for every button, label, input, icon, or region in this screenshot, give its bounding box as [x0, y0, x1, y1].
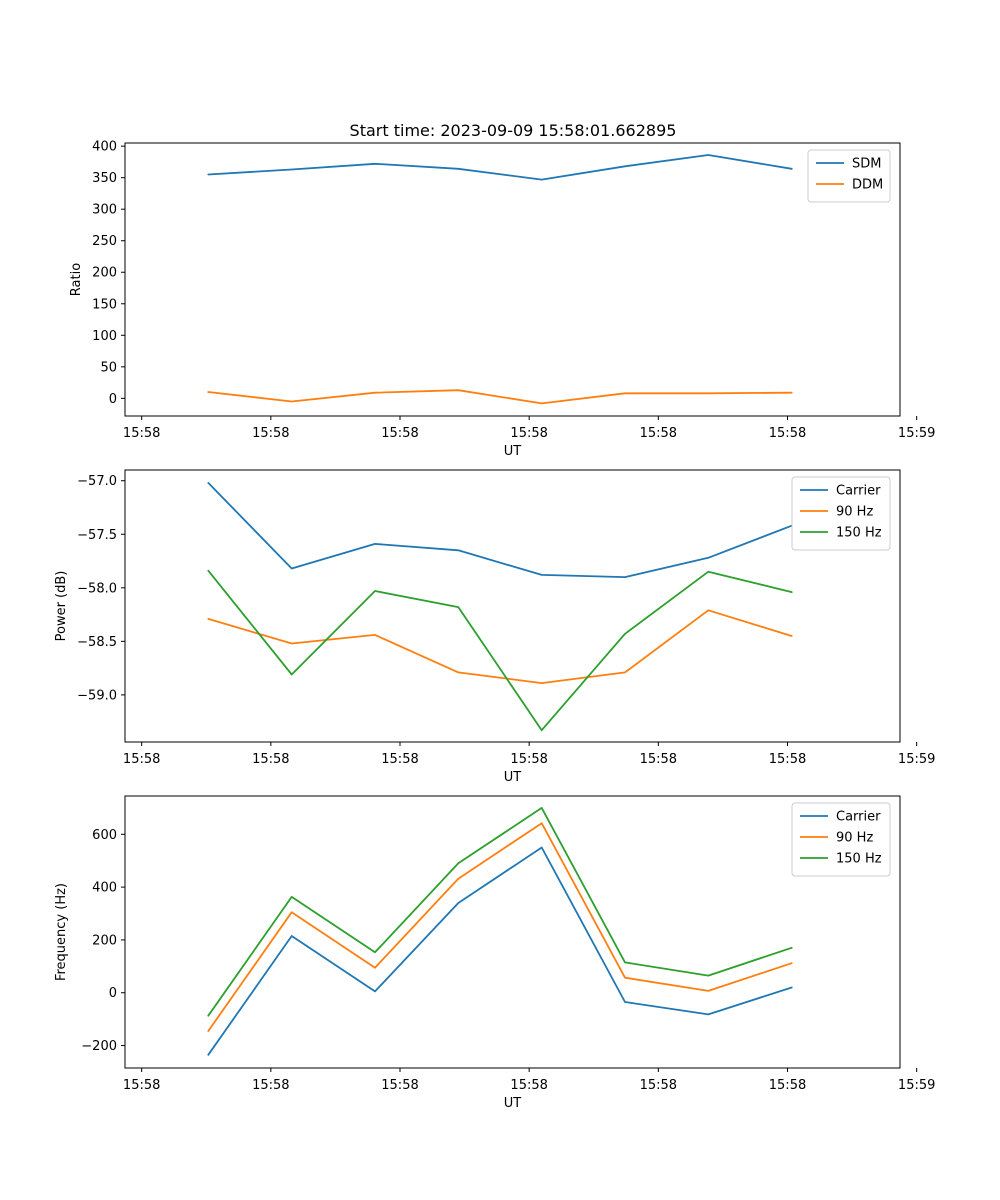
ratio-x-tick-label: 15:58 [510, 426, 547, 441]
ratio-y-tick-label: 50 [100, 360, 117, 375]
ratio-y-tick-label: 250 [92, 234, 117, 249]
ratio-x-tick-label: 15:58 [769, 426, 806, 441]
power-y-axis-label: Power (dB) [54, 571, 69, 642]
power-y-tick-label: −59.0 [77, 688, 117, 703]
ratio-x-tick-label: 15:58 [252, 426, 289, 441]
ratio-legend-label-ddm: DDM [852, 178, 883, 193]
ratio-x-tick-label: 15:58 [123, 426, 160, 441]
ratio-legend: SDM DDM [807, 149, 891, 203]
power-legend-label-150-hz: 150 Hz [836, 526, 882, 541]
frequency-y-tick-label: 400 [92, 881, 117, 896]
power-x-tick-label: 15:58 [123, 752, 160, 767]
frequency-x-tick-label: 15:58 [252, 1078, 289, 1093]
ratio-panel: 15:58 15:58 15:58 15:58 15:58 15:58 15:59 0 50 10… [69, 140, 935, 459]
power-x-axis-label: UT [504, 770, 522, 785]
ratio-y-tick-label: 100 [92, 329, 117, 344]
frequency-legend-label-150-hz: 150 Hz [836, 852, 882, 867]
frequency-x-axis-label: UT [504, 1096, 522, 1111]
power-axes-frame [124, 469, 901, 743]
ratio-y-tick-label: 200 [92, 266, 117, 281]
ratio-legend-label-sdm: SDM [852, 157, 881, 172]
frequency-x-tick-label: 15:58 [769, 1078, 806, 1093]
power-y-tick-label: −58.5 [77, 635, 117, 650]
ratio-y-tick-label: 350 [92, 171, 117, 186]
power-legend-label-90-hz: 90 Hz [836, 505, 873, 520]
power-x-tick-label: 15:58 [381, 752, 418, 767]
frequency-x-tick-label: 15:58 [510, 1078, 547, 1093]
frequency-axes-frame [124, 795, 901, 1069]
ratio-y-tick-label: 150 [92, 297, 117, 312]
ratio-series-line-sdm [207, 154, 793, 181]
ratio-x-tick-label: 15:58 [381, 426, 418, 441]
frequency-x-tick-label: 15:59 [898, 1078, 935, 1093]
frequency-legend-label-90-hz: 90 Hz [836, 831, 873, 846]
power-series-line-150-hz [207, 569, 793, 732]
power-panel: 15:58 15:58 15:58 15:58 15:58 15:58 15:59 −57.0… [54, 469, 935, 785]
frequency-x-tick-label: 15:58 [381, 1078, 418, 1093]
frequency-x-tick-label: 15:58 [123, 1078, 160, 1093]
power-legend-label-carrier: Carrier [836, 484, 881, 499]
power-x-tick-label: 15:58 [510, 752, 547, 767]
power-legend: Carrier 90 Hz 150 Hz [791, 476, 891, 551]
chart-title: Start time: 2023-09-09 15:58:01.662895 [350, 121, 677, 140]
ratio-y-axis-label: Ratio [69, 263, 84, 296]
power-y-tick-label: −58.0 [77, 581, 117, 596]
frequency-legend-label-carrier: Carrier [836, 810, 881, 825]
frequency-panel: 15:58 15:58 15:58 15:58 15:58 15:58 15:59 −200 0… [54, 795, 935, 1111]
frequency-series-line-carrier [207, 846, 793, 1056]
frequency-y-axis-label: Frequency (Hz) [54, 883, 69, 981]
frequency-legend: Carrier 90 Hz 150 Hz [791, 802, 891, 877]
power-y-tick-label: −57.0 [77, 474, 117, 489]
frequency-y-tick-label: 600 [92, 828, 117, 843]
frequency-y-tick-label: 200 [92, 933, 117, 948]
ratio-axes-frame [124, 142, 901, 417]
ratio-series-line-ddm [207, 389, 793, 405]
frequency-y-tick-label: 0 [109, 986, 117, 1001]
power-x-tick-label: 15:58 [252, 752, 289, 767]
ratio-y-tick-label: 0 [109, 392, 117, 407]
frequency-series-line-150-hz [207, 807, 793, 1017]
frequency-y-tick-label: −200 [81, 1039, 117, 1054]
ratio-x-axis-label: UT [504, 444, 522, 459]
power-x-tick-label: 15:59 [898, 752, 935, 767]
power-series-line-carrier [207, 481, 793, 578]
power-x-tick-label: 15:58 [769, 752, 806, 767]
power-y-tick-label: −57.5 [77, 528, 117, 543]
power-x-tick-label: 15:58 [640, 752, 677, 767]
power-series-line-90-hz [207, 609, 793, 684]
ratio-x-tick-label: 15:59 [898, 426, 935, 441]
ratio-x-tick-label: 15:58 [640, 426, 677, 441]
ratio-y-tick-label: 300 [92, 203, 117, 218]
frequency-x-tick-label: 15:58 [640, 1078, 677, 1093]
frequency-series-line-90-hz [207, 822, 793, 1032]
ratio-y-tick-label: 400 [92, 140, 117, 155]
